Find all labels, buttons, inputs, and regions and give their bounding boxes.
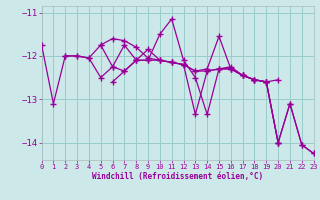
X-axis label: Windchill (Refroidissement éolien,°C): Windchill (Refroidissement éolien,°C) — [92, 172, 263, 181]
